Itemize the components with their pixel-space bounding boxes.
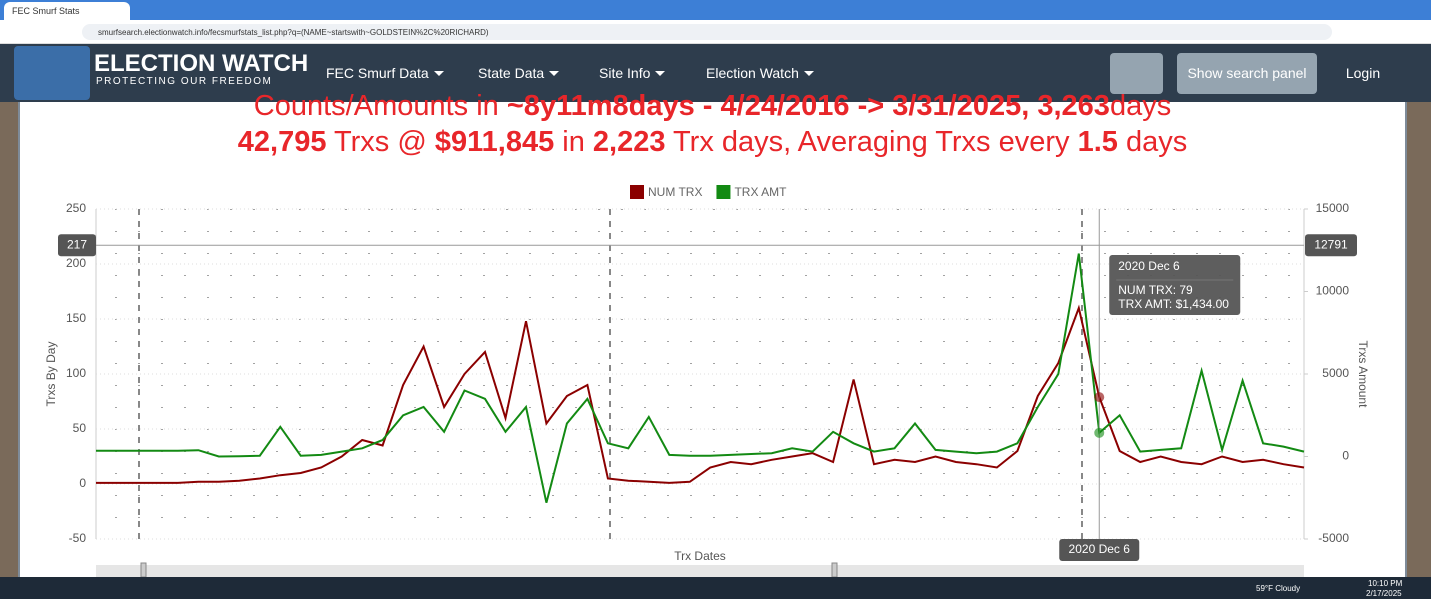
date: 2/17/2025 [1366,589,1402,598]
crosshair-y2-label: 12791 [1314,237,1348,251]
y2-tick-label: 5000 [1322,366,1349,380]
menu[interactable]: Site Info [599,65,665,81]
menu[interactable]: FEC Smurf Data [326,65,444,81]
crosshair-y-label: 217 [67,237,87,251]
clock: 10:10 PM [1368,579,1403,588]
chart: -50 0 50 100 150 200 250 -5000 0 5000 10000 15000 Tr… [44,185,1370,577]
headline: 42,795 Trxs @ $911,845 in 2,223 Trx days… [18,126,1407,159]
range-slider [96,565,1304,577]
y-tick-label: 100 [66,366,86,380]
y2-tick-label: 10000 [1316,284,1350,298]
menu[interactable]: Election Watch [706,65,814,81]
crosshair-x-label: 2020 Dec 6 [1069,542,1131,556]
headline-part: 2,223 [592,126,666,158]
y-tick-label: 200 [66,256,86,270]
headline: Counts/Amounts in ~8y11m8days - 4/24/201… [18,90,1407,123]
range-handle [831,562,838,577]
y-tick-label: 0 [79,476,86,490]
y2-axis-label: Trxs Amount [1356,341,1370,409]
legend-label: NUM TRX [648,185,702,199]
weather: 59°F Cloudy [1256,584,1301,593]
login-button[interactable]: Login [1345,65,1381,81]
range-handle [140,562,147,577]
headline-part: ~8y11m8days - 4/24/2016 -> 3/31/2025, 3,… [506,90,1110,122]
crosshair-label-bg [1305,234,1357,257]
crosshair-label-bg [1059,539,1140,561]
headline-part: 1.5 [1077,126,1118,158]
y-tick-label: 150 [66,311,86,325]
legend-swatch [716,185,731,199]
headline-part: days [1117,126,1188,158]
content [18,102,1407,577]
tagline: PROTECTING OUR FREEDOM [96,76,273,87]
y2-tick-label: 15000 [1316,201,1350,215]
headline-part: Trx days, Averaging Trxs every [665,126,1078,158]
crosshair-label-bg [58,234,96,257]
hover-point [1094,427,1105,438]
search-button[interactable]: Show search panel [1177,53,1317,94]
headline-part: Trxs @ [326,126,435,158]
y2-tick-label: -5000 [1318,531,1349,545]
brand[interactable]: ELECTION WATCH [94,50,309,77]
tooltip-line: TRX AMT: $1,434.00 [1118,297,1229,311]
y-tick-label: -50 [69,531,87,545]
settings-button[interactable] [1110,53,1163,94]
logo[interactable] [14,46,90,100]
y-axis-label: Trxs By Day [44,342,58,407]
navbar: ELECTION WATCH PROTECTING OUR FREEDOM FE… [0,44,1431,102]
tooltip [1109,255,1241,315]
y-tick-label: 50 [73,421,87,435]
x-axis-label: Trx Dates [674,549,726,563]
series-line [96,304,1305,484]
headline-part: days [1109,90,1172,122]
headline-part: 42,795 [237,126,327,158]
tab[interactable]: FEC Smurf Stats [4,2,130,20]
taskbar: 59°F Cloudy 10:10 PM 2/17/2025 [0,577,1431,599]
tooltip-title: 2020 Dec 6 [1118,259,1180,273]
hover-point [1094,392,1105,403]
y-tick-label: 250 [66,201,86,215]
legend-label: TRX AMT [734,185,787,199]
headline-part: $911,845 [434,126,555,158]
legend-swatch [630,185,644,199]
address-bar: smurfsearch.electionwatch.info/fecsmurfs… [0,20,1431,44]
url[interactable]: smurfsearch.electionwatch.info/fecsmurfs… [82,24,1332,40]
y2-tick-label: 0 [1342,449,1349,463]
menu[interactable]: State Data [478,65,559,81]
headline-part: Counts/Amounts in [253,90,507,122]
tab-strip: FEC Smurf Stats [0,0,1431,20]
headline-part: in [554,126,593,158]
tooltip-line: NUM TRX: 79 [1118,283,1193,297]
